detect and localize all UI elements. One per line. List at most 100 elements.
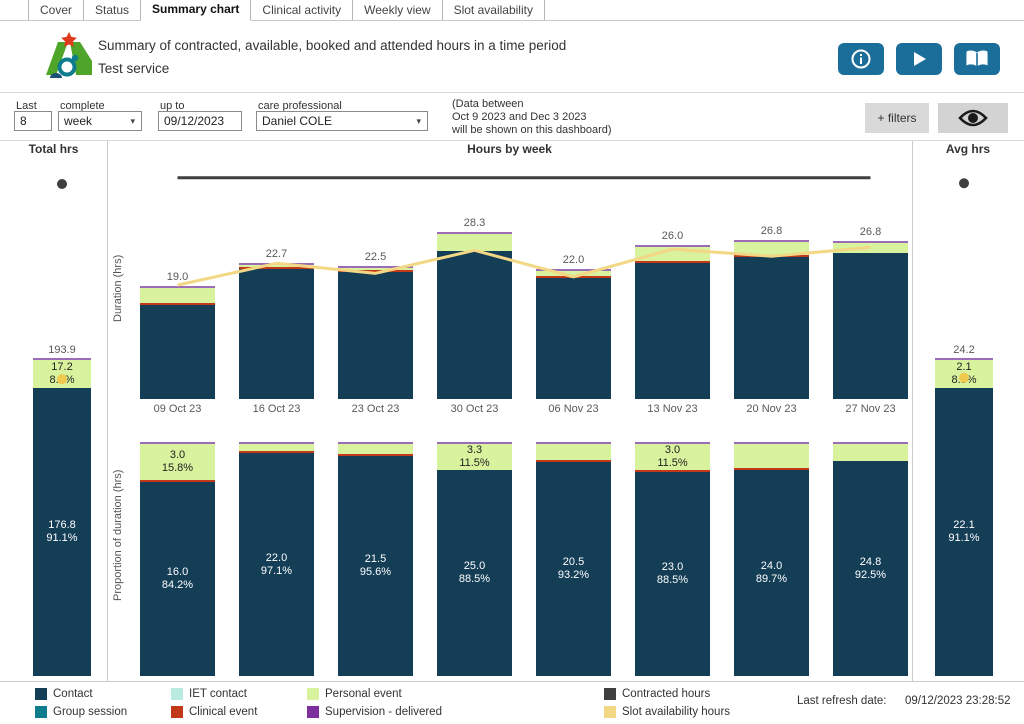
weekly-hours-bar-13-nov-23[interactable] [635, 245, 710, 399]
contact-segment[interactable] [536, 278, 611, 399]
contact-segment-text: 16.0 [167, 566, 188, 579]
personal-event-segment[interactable] [338, 444, 413, 454]
info-button[interactable] [838, 43, 884, 75]
legend-item-group-session[interactable]: Group session [35, 706, 127, 718]
legend-swatch-personal-event [307, 688, 319, 700]
legend-swatch-slot-availability-hours [604, 706, 616, 718]
contact-segment[interactable] [635, 263, 710, 399]
tab-clinical-activity[interactable]: Clinical activity [251, 0, 353, 20]
weekly-hours-bar-30-oct-23[interactable] [437, 232, 512, 399]
legend-item-clinical-event[interactable]: Clinical event [171, 706, 257, 718]
personal-event-segment[interactable] [734, 242, 809, 255]
personal-event-segment[interactable] [833, 243, 908, 253]
x-axis-label: 06 Nov 23 [524, 403, 623, 415]
legend-item-contact[interactable]: Contact [35, 688, 93, 700]
personal-event-segment[interactable] [239, 444, 314, 451]
legend-swatch-group-session [35, 706, 47, 718]
legend-item-slot-availability-hours[interactable]: Slot availability hours [604, 706, 730, 718]
legend-label: Slot availability hours [622, 706, 730, 718]
tab-summary-chart[interactable]: Summary chart [141, 0, 251, 21]
contact-segment[interactable]: 25.088.5% [437, 470, 512, 676]
chevron-down-icon: ▾ [416, 116, 421, 127]
contact-segment-text: 91.1% [46, 532, 77, 545]
x-axis-label: 16 Oct 23 [227, 403, 326, 415]
legend-swatch-contracted-hours [604, 688, 616, 700]
contact-segment[interactable]: 16.084.2% [140, 482, 215, 676]
proportion-bar-30-oct-23[interactable]: 3.311.5%25.088.5% [437, 442, 512, 676]
contact-segment-label: 20.593.2% [536, 462, 611, 676]
weekly-hours-bar-27-nov-23[interactable] [833, 241, 908, 399]
weekly-hours-bar-09-oct-23[interactable] [140, 286, 215, 399]
x-axis-label: 23 Oct 23 [326, 403, 425, 415]
contact-segment[interactable]: 21.595.6% [338, 456, 413, 676]
personal-event-segment[interactable] [437, 234, 512, 252]
complete-select[interactable]: week ▾ [58, 111, 142, 131]
summary-bar-avg-hrs[interactable]: 2.18.9%22.191.1% [935, 358, 993, 676]
proportion-bar-13-nov-23[interactable]: 3.011.5%23.088.5% [635, 442, 710, 676]
personal-event-segment[interactable] [833, 444, 908, 461]
contact-segment[interactable]: 22.097.1% [239, 453, 314, 676]
contact-segment[interactable] [338, 272, 413, 399]
contact-segment-text: 88.5% [459, 573, 490, 586]
contact-segment[interactable]: 20.593.2% [536, 462, 611, 676]
weekly-hours-bar-16-oct-23[interactable] [239, 263, 314, 399]
up-to-input[interactable]: 09/12/2023 [158, 111, 242, 131]
add-filters-button[interactable]: + filters [865, 103, 929, 133]
personal-event-segment[interactable] [536, 444, 611, 460]
contact-segment[interactable] [437, 251, 512, 399]
personal-event-segment[interactable] [734, 444, 809, 468]
tab-weekly-view[interactable]: Weekly view [353, 0, 442, 20]
bar-total-label: 22.0 [536, 254, 611, 266]
personal-event-segment[interactable] [140, 288, 215, 302]
proportion-bar-16-oct-23[interactable]: 22.097.1% [239, 442, 314, 676]
legend-item-iet-contact[interactable]: IET contact [171, 688, 247, 700]
page-title: Summary of contracted, available, booked… [98, 38, 566, 53]
contact-segment[interactable] [734, 257, 809, 399]
personal-event-segment[interactable]: 3.311.5% [437, 444, 512, 470]
contact-segment[interactable] [239, 269, 314, 399]
contact-segment[interactable]: 22.191.1% [935, 388, 993, 676]
personal-event-segment[interactable] [635, 247, 710, 261]
legend-label: Contracted hours [622, 688, 710, 700]
tab-status[interactable]: Status [84, 0, 141, 20]
weekly-hours-bar-20-nov-23[interactable] [734, 240, 809, 399]
tab-cover[interactable]: Cover [28, 0, 84, 20]
legend-label: IET contact [189, 688, 247, 700]
side-bar-total-label: 193.9 [33, 344, 91, 356]
contact-segment-text: 24.0 [761, 560, 782, 573]
tab-slot-availability[interactable]: Slot availability [443, 0, 545, 20]
proportion-bar-06-nov-23[interactable]: 20.593.2% [536, 442, 611, 676]
contact-segment[interactable]: 23.088.5% [635, 472, 710, 676]
care-professional-select[interactable]: Daniel COLE ▾ [256, 111, 428, 131]
personal-event-segment-text: 17.2 [51, 361, 72, 374]
contact-segment[interactable]: 24.892.5% [833, 461, 908, 676]
weekly-hours-bar-23-oct-23[interactable] [338, 266, 413, 399]
legend-item-personal-event[interactable]: Personal event [307, 688, 402, 700]
proportion-bar-20-nov-23[interactable]: 24.089.7% [734, 442, 809, 676]
personal-event-segment[interactable]: 17.28.9% [33, 360, 91, 388]
last-input[interactable]: 8 [14, 111, 52, 131]
legend-item-contracted-hours[interactable]: Contracted hours [604, 688, 710, 700]
legend-item-supervision-delivered[interactable]: Supervision - delivered [307, 706, 442, 718]
play-icon [910, 50, 928, 68]
weekly-hours-bar-06-nov-23[interactable] [536, 269, 611, 399]
personal-event-segment[interactable]: 2.18.9% [935, 360, 993, 388]
play-button[interactable] [896, 43, 942, 75]
contact-segment[interactable]: 24.089.7% [734, 470, 809, 676]
service-logo-icon [44, 31, 94, 83]
contact-segment[interactable] [833, 253, 908, 399]
visibility-button[interactable] [938, 103, 1008, 133]
contact-segment[interactable]: 176.891.1% [33, 388, 91, 676]
summary-bar-total-hrs[interactable]: 17.28.9%176.891.1% [33, 358, 91, 676]
documentation-button[interactable] [954, 43, 1000, 75]
bar-total-label: 19.0 [140, 271, 215, 283]
contact-segment[interactable] [140, 305, 215, 399]
report-header: Summary of contracted, available, booked… [0, 21, 1024, 93]
personal-event-segment[interactable]: 3.015.8% [140, 444, 215, 480]
proportion-bar-27-nov-23[interactable]: 24.892.5% [833, 442, 908, 676]
proportion-bar-23-oct-23[interactable]: 21.595.6% [338, 442, 413, 676]
bar-total-label: 26.0 [635, 230, 710, 242]
personal-event-segment[interactable]: 3.011.5% [635, 444, 710, 470]
hours-by-week-title: Hours by week [107, 142, 912, 156]
proportion-bar-09-oct-23[interactable]: 3.015.8%16.084.2% [140, 442, 215, 676]
